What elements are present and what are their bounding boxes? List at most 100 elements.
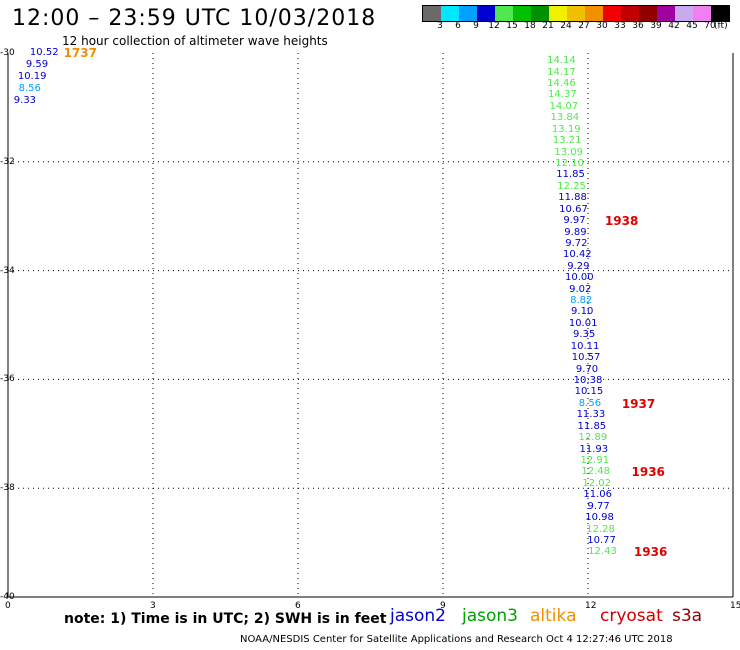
colorbar-swatch: [549, 6, 567, 21]
colorbar-label: (ft): [714, 21, 728, 31]
wave-height-label: 9.02: [569, 283, 592, 295]
colorbar-swatch: [531, 6, 549, 21]
colorbar-swatch: [603, 6, 621, 21]
pass-time-label: 1938: [604, 214, 639, 229]
wave-height-label: 10.19: [17, 70, 47, 82]
wave-height-label: 12.43: [588, 546, 617, 558]
colorbar-label: 30: [596, 21, 608, 31]
colorbar-label: 42: [668, 21, 680, 31]
colorbar-label: 15: [506, 21, 518, 31]
colorbar-swatch: [441, 6, 459, 21]
wave-height-label: 9.59: [25, 58, 49, 70]
wave-height-label: 12.02: [582, 477, 612, 489]
longitude-tick-label: 15: [730, 601, 740, 611]
colorbar-label: 33: [614, 21, 626, 31]
longitude-tick-label: 0: [5, 601, 11, 611]
wave-height-label: 12.25: [557, 180, 586, 192]
wave-height-label: 14.37: [548, 89, 577, 101]
wave-height-label: 8.56: [18, 82, 41, 94]
wave-height-label: 12.48: [581, 466, 611, 478]
pass-time-label: 1936: [631, 465, 665, 480]
colorbar-swatch: [711, 6, 729, 21]
wave-height-label: 10.77: [587, 534, 616, 546]
wave-height-label: 10.38: [573, 375, 603, 387]
wave-height-label: 13.21: [552, 135, 582, 147]
wave-height-label: 10.15: [574, 386, 604, 398]
satellite-legend-cryosat: cryosat: [600, 606, 663, 626]
colorbar-label: 18: [524, 21, 536, 31]
colorbar-label: 6: [455, 21, 461, 31]
colorbar-swatch: [693, 6, 711, 21]
wave-height-label: 11.88: [558, 192, 587, 204]
colorbar-label: 24: [560, 21, 572, 31]
colorbar-swatch: [477, 6, 495, 21]
wave-height-label: 9.35: [572, 329, 596, 341]
wave-height-label: 9.77: [587, 500, 610, 512]
colorbar-swatch: [675, 6, 693, 21]
wave-height-label: 13.84: [550, 112, 580, 124]
satellite-legend-jason2: jason2: [390, 606, 446, 626]
colorbar-swatch: [621, 6, 639, 21]
wave-height-label: 9.89: [564, 226, 587, 238]
longitude-tick-label: 9: [440, 601, 446, 611]
longitude-tick-label: 6: [295, 601, 301, 611]
map-title: 12:00 – 23:59 UTC 10/03/2018: [12, 6, 377, 31]
colorbar-swatch: [639, 6, 657, 21]
latitude-tick-label: -32: [0, 156, 15, 167]
latitude-tick-label: -40: [0, 592, 15, 602]
wave-height-label: 11.93: [579, 443, 609, 455]
colorbar-label: 45: [686, 21, 698, 31]
latitude-tick-label: -34: [0, 265, 15, 276]
wave-height-label: 12.89: [578, 432, 608, 444]
colorbar-label: 12: [488, 21, 500, 31]
colorbar-swatch: [585, 6, 603, 21]
wave-height-label: 8.56: [578, 397, 602, 409]
colorbar-label: 70: [704, 21, 716, 31]
colorbar-labels: 3 6 9 12 15 18 21 24 27 30 33 36 39 42 45 70 (ft): [422, 21, 728, 33]
wave-height-label: 11.06: [583, 489, 612, 501]
colorbar-label: 9: [473, 21, 479, 31]
wave-height-label: 9.70: [575, 363, 599, 375]
footer-credit: NOAA/NESDIS Center for Satellite Applica…: [240, 634, 673, 645]
colorbar-label: 21: [542, 21, 554, 31]
colorbar-swatch: [495, 6, 513, 21]
wave-height-label: 9.29: [567, 260, 590, 272]
wave-height-label: 12.91: [580, 455, 610, 466]
colorbar-label: 27: [578, 21, 590, 31]
wave-height-label: 13.19: [551, 123, 581, 135]
pass-time-label: 1936: [633, 545, 668, 560]
wave-height-label: 10.67: [559, 203, 588, 215]
latitude-tick-label: -38: [0, 483, 15, 494]
wave-height-label: 14.46: [547, 78, 576, 89]
wave-height-label: 12.28: [586, 523, 615, 535]
wave-height-label: 9.10: [571, 306, 594, 318]
colorbar-swatch: [513, 6, 531, 21]
wave-height-label: 10.98: [585, 512, 614, 524]
pass-time-label: 1737: [63, 46, 97, 60]
colorbar-swatch: [657, 6, 675, 21]
wave-height-label: 11.85: [556, 169, 585, 181]
wave-height-label: 14.14: [547, 55, 576, 67]
wave-height-label: 9.33: [13, 94, 37, 106]
satellite-legend-s3a: s3a: [672, 606, 703, 626]
wave-height-label: 8.82: [570, 295, 593, 307]
wave-height-label: 13.09: [554, 146, 583, 158]
colorbar-label: 36: [632, 21, 644, 31]
wave-height-label: 10.42: [563, 249, 592, 261]
wave-height-label: 10.01: [568, 317, 598, 329]
wave-height-label: 11.33: [576, 409, 606, 421]
wave-height-label: 10.57: [571, 352, 601, 364]
pass-time-label: 1937: [621, 396, 656, 411]
colorbar-swatch: [423, 6, 441, 21]
wave-height-label: 9.97: [563, 215, 586, 227]
wave-height-label: 11.85: [577, 420, 607, 432]
wave-height-label: 10.00: [564, 272, 594, 284]
wave-height-label: 12.10: [555, 157, 584, 169]
wave-height-label: 10.11: [570, 340, 600, 352]
latitude-tick-label: -30: [0, 48, 15, 58]
wave-height-label: 14.17: [547, 66, 576, 78]
longitude-tick-label: 12: [585, 601, 597, 611]
colorbar-swatch: [567, 6, 585, 21]
satellite-legend-jason3: jason3: [462, 606, 518, 626]
